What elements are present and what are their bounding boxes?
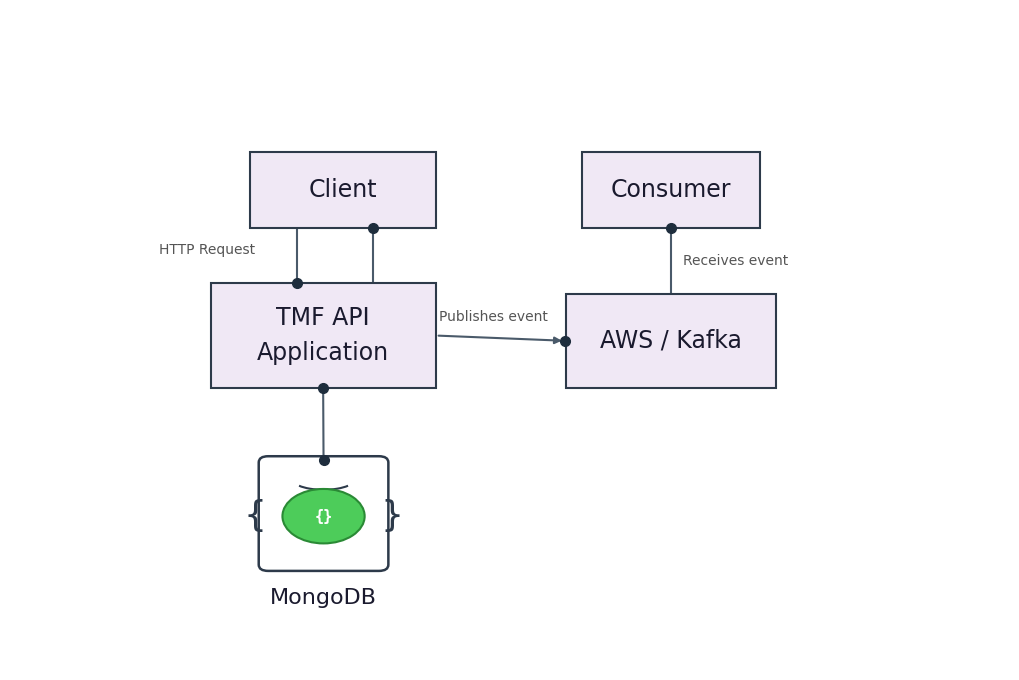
Circle shape — [282, 489, 365, 543]
Text: MongoDB: MongoDB — [270, 588, 377, 608]
Text: Receives event: Receives event — [682, 254, 788, 268]
Text: Consumer: Consumer — [610, 178, 731, 202]
Text: {: { — [244, 499, 266, 533]
Text: Publishes event: Publishes event — [438, 310, 547, 324]
Text: HTTP Request: HTTP Request — [159, 243, 255, 258]
Text: }: } — [380, 499, 404, 533]
FancyBboxPatch shape — [566, 294, 775, 388]
Text: TMF API
Application: TMF API Application — [257, 306, 389, 365]
FancyBboxPatch shape — [250, 152, 435, 228]
Text: Client: Client — [309, 178, 377, 202]
Text: {}: {} — [314, 509, 332, 524]
Text: AWS / Kafka: AWS / Kafka — [599, 329, 741, 353]
FancyBboxPatch shape — [582, 152, 759, 228]
FancyBboxPatch shape — [210, 283, 435, 388]
FancyBboxPatch shape — [259, 456, 388, 571]
